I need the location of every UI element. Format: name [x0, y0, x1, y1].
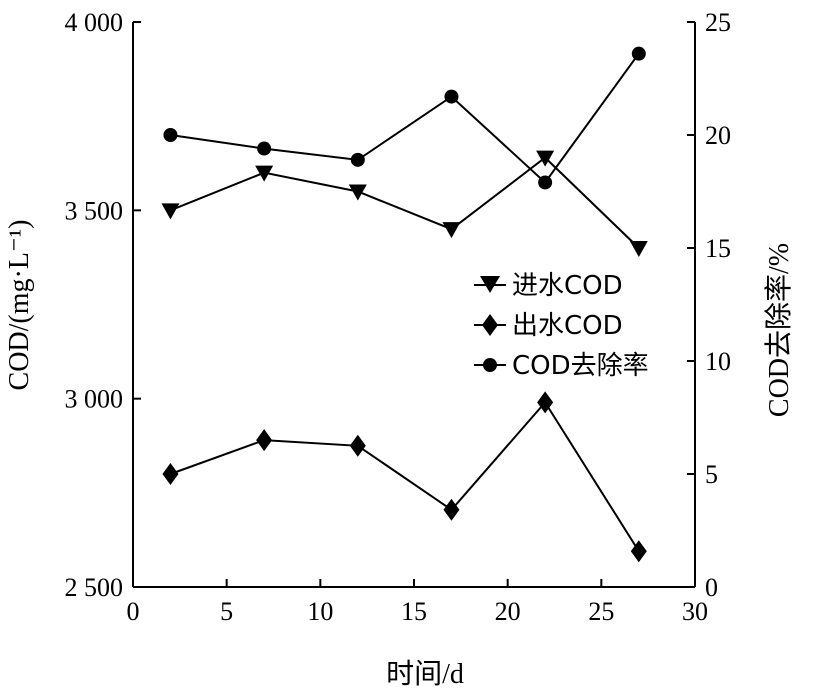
legend-item-removal: COD去除率 [474, 351, 649, 381]
x-tick-label: 25 [588, 597, 614, 626]
x-tick-label: 30 [682, 597, 708, 626]
ticks: 0 5 10 15 20 25 30 2 500 3 000 3 500 4 000 0 5 10 15 20… [65, 8, 732, 626]
y-left-axis-title: COD/(mg·L⁻¹) [4, 220, 35, 391]
legend-item-inflow: 进水COD [474, 271, 623, 301]
y-right-tick-label: 15 [705, 234, 731, 263]
data-point-1-1 [256, 429, 273, 452]
x-tick-label: 20 [495, 597, 521, 626]
data-point-0-1 [255, 165, 274, 182]
y-left-tick-label: 3 500 [65, 196, 124, 225]
y-left-tick-label: 4 000 [65, 8, 124, 37]
x-tick-label: 10 [307, 597, 333, 626]
data-point-0-0 [161, 203, 180, 220]
data-point-1-0 [162, 463, 179, 485]
x-tick-label: 15 [401, 597, 427, 626]
series-line-0 [170, 156, 640, 249]
data-point-1-3 [443, 498, 460, 521]
y-right-tick-label: 10 [705, 347, 731, 376]
x-tick-label: 5 [220, 597, 233, 626]
data-point-2-5 [631, 46, 646, 61]
data-point-2-4 [538, 175, 553, 190]
legend-label-removal: COD去除率 [512, 351, 649, 381]
y-right-tick-label: 25 [705, 8, 731, 37]
legend: 进水COD 出水COD COD去除率 [474, 271, 649, 381]
data-point-0-2 [348, 184, 367, 201]
y-right-axis-title: COD去除率/% [763, 243, 795, 417]
series-line-2 [170, 53, 640, 184]
axes [132, 22, 696, 588]
series-line-1 [170, 400, 640, 552]
data-point-2-0 [163, 128, 178, 142]
legend-label-outflow: 出水COD [512, 311, 623, 341]
series-lines [170, 53, 640, 552]
legend-label-inflow: 进水COD [512, 271, 623, 301]
legend-item-outflow: 出水COD [474, 311, 623, 341]
data-point-1-2 [349, 434, 366, 457]
data-point-2-3 [444, 89, 459, 104]
y-left-tick-label: 3 000 [65, 385, 124, 414]
data-point-0-5 [629, 241, 648, 257]
data-point-1-4 [537, 391, 554, 414]
x-tick-label: 0 [127, 597, 140, 626]
data-point-0-4 [536, 150, 555, 167]
data-point-1-5 [630, 540, 647, 563]
x-axis-title: 时间/d [386, 658, 464, 690]
data-point-0-3 [442, 222, 461, 239]
y-right-tick-label: 5 [705, 460, 718, 489]
data-point-2-1 [257, 141, 272, 156]
y-left-tick-label: 2 500 [65, 573, 124, 602]
series-markers [161, 46, 648, 563]
legend-marker-circle [483, 358, 497, 372]
y-right-tick-label: 20 [705, 121, 731, 150]
data-point-2-2 [350, 152, 365, 167]
legend-marker-triangle [480, 276, 500, 293]
y-right-tick-label: 0 [705, 573, 718, 602]
legend-marker-diamond [482, 314, 498, 336]
